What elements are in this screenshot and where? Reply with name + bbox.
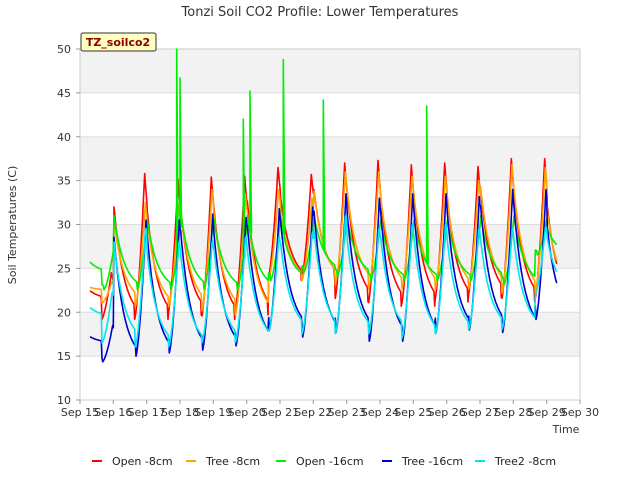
series-lines [89, 48, 558, 363]
series-line-5 [89, 214, 558, 348]
x-tick-label: Sep 19 [194, 406, 232, 419]
x-tick-label: Sep 22 [294, 406, 332, 419]
x-tick-label: Sep 29 [528, 406, 566, 419]
x-tick-label: Sep 25 [394, 406, 432, 419]
site-badge: TZ_soilco2 [80, 32, 157, 52]
plot-band [80, 136, 580, 181]
legend-label: Tree2 -8cm [494, 455, 556, 468]
y-axis-title: Soil Temperatures (C) [6, 166, 19, 285]
x-tick-label: Sep 23 [328, 406, 366, 419]
y-tick-label: 40 [57, 131, 71, 144]
y-tick-label: 25 [57, 262, 71, 275]
y-tick-label: 50 [57, 43, 71, 56]
y-tick-label: 45 [57, 87, 71, 100]
x-tick-label: Sep 27 [461, 406, 499, 419]
y-tick-label: 30 [57, 219, 71, 232]
plot-band [80, 49, 580, 93]
y-axis: 10 15 20 25 30 35 40 45 50 [57, 43, 80, 407]
site-badge-box [80, 32, 157, 52]
x-tick-label: Sep 28 [494, 406, 532, 419]
x-tick-label: Sep 24 [361, 406, 399, 419]
x-tick-label: Sep 17 [128, 406, 166, 419]
chart-title: Tonzi Soil CO2 Profile: Lower Temperatur… [181, 5, 459, 20]
legend-label: Tree -8cm [205, 455, 260, 468]
legend-label: Open -8cm [112, 455, 173, 468]
y-tick-label: 35 [57, 175, 71, 188]
plot-bands [80, 49, 580, 357]
x-tick-label: Sep 26 [428, 406, 466, 419]
x-tick-label: Sep 20 [228, 406, 266, 419]
x-tick-label: Sep 16 [94, 406, 132, 419]
legend-label: Tree -16cm [401, 455, 463, 468]
legend-label: Open -16cm [296, 455, 364, 468]
plot-band [80, 312, 580, 357]
y-tick-label: 15 [57, 350, 71, 363]
site-badge-label: TZ_soilco2 [86, 36, 150, 49]
x-tick-label: Sep 15 [61, 406, 99, 419]
y-tick-label: 20 [57, 306, 71, 319]
x-axis-title: Time [552, 423, 580, 436]
x-tick-label: Sep 21 [261, 406, 299, 419]
y-tick-label: 10 [57, 394, 71, 407]
legend: Open -8cm Tree -8cm Open -16cm Tree -16cm Tr… [92, 455, 556, 468]
x-tick-label: Sep 18 [161, 406, 199, 419]
x-tick-label: Sep 30 [561, 406, 599, 419]
